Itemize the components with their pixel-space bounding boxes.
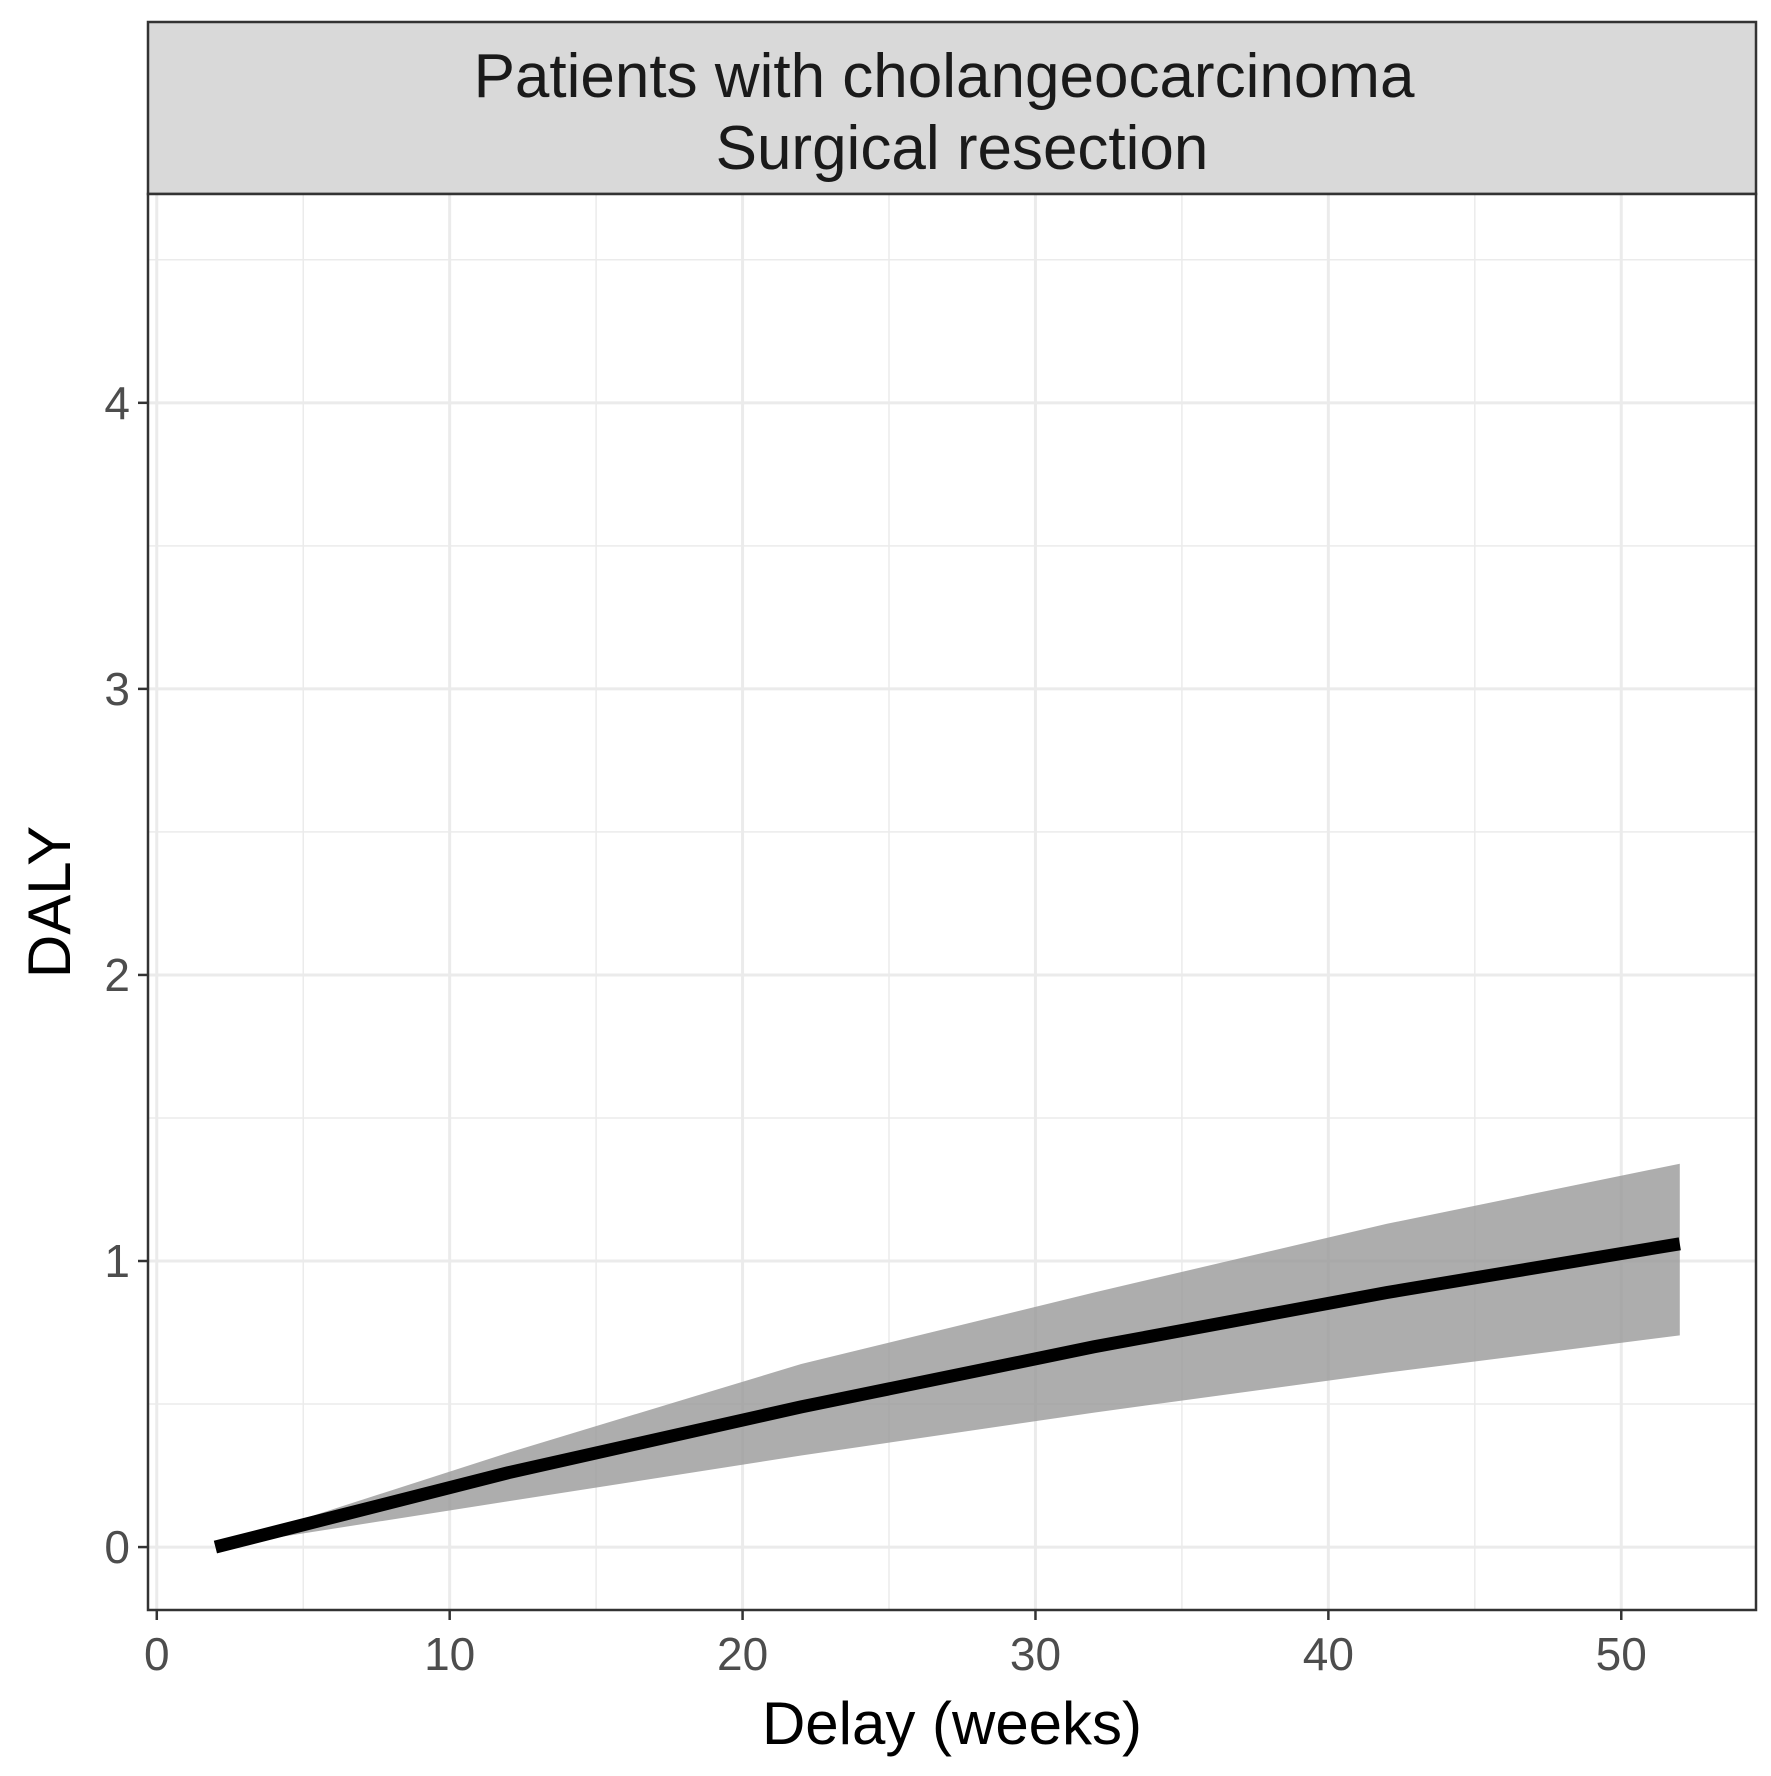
- x-axis: 0 10 20 30 40 50: [144, 1610, 1647, 1680]
- panel-border: [146, 192, 1758, 1612]
- x-tick-label: 0: [144, 1628, 170, 1680]
- facet-title-line-1: Patients with cholangeocarcinoma: [474, 42, 1415, 111]
- plot-panel: [146, 192, 1758, 1612]
- y-tick-label: 2: [104, 949, 130, 1001]
- x-tick-label: 10: [424, 1628, 475, 1680]
- x-axis-title: Delay (weeks): [762, 1690, 1142, 1757]
- grid-major: [148, 194, 1756, 1610]
- x-tick-label: 30: [1010, 1628, 1061, 1680]
- x-tick-label: 50: [1596, 1628, 1647, 1680]
- facet-strip: Patients with cholangeocarcinoma Surgica…: [146, 20, 1758, 196]
- daly-line: [213, 1237, 1681, 1554]
- y-tick-label: 3: [104, 663, 130, 715]
- y-tick-label: 1: [104, 1235, 130, 1287]
- facet-strip-background: [146, 20, 1758, 196]
- x-tick-label: 40: [1303, 1628, 1354, 1680]
- y-tick-label: 0: [104, 1521, 130, 1573]
- x-tick-label: 20: [717, 1628, 768, 1680]
- y-axis-title: DALY: [16, 826, 83, 978]
- y-axis: 0 1 2 3 4: [104, 377, 148, 1573]
- facet-title-line-2: Surgical resection: [716, 114, 1209, 183]
- y-tick-label: 4: [104, 377, 130, 429]
- grid-minor: [148, 194, 1756, 1610]
